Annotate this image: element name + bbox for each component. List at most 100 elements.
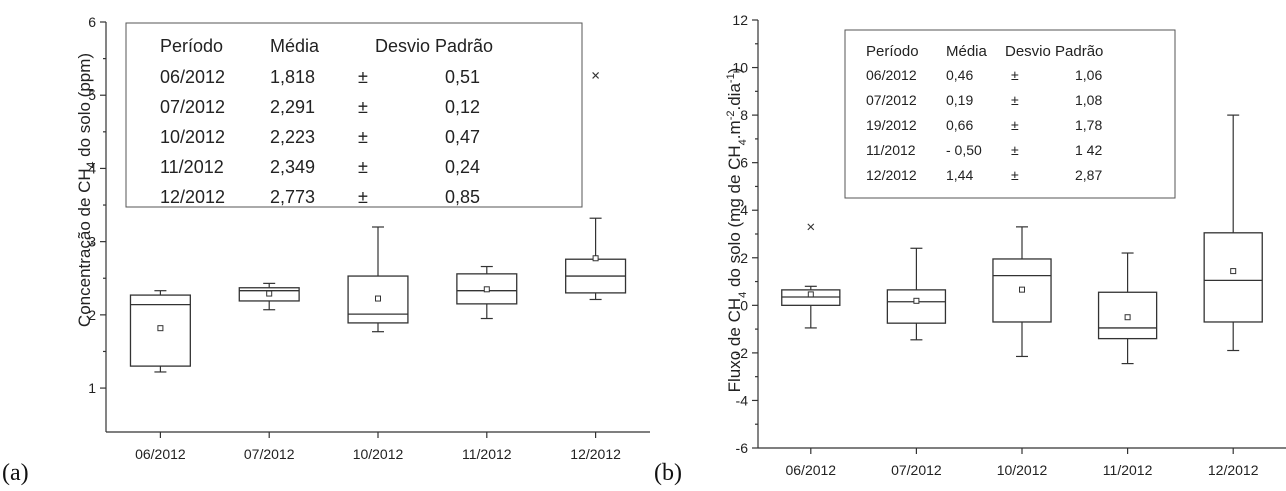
box-plot-12/2012 xyxy=(1203,114,1263,352)
legend-cell: 0,19 xyxy=(946,92,973,108)
x-tick-label: 10/2012 xyxy=(353,446,404,462)
iqr-box xyxy=(886,289,947,324)
legend-cell: ± xyxy=(358,157,368,177)
mean-marker xyxy=(375,295,381,302)
legend-cell: ± xyxy=(358,187,368,207)
legend-cell: 0,47 xyxy=(445,127,480,147)
legend-cell: 2,87 xyxy=(1075,167,1102,183)
y-tick-label: 4 xyxy=(740,202,748,218)
legend-header: Desvio Padrão xyxy=(375,36,493,56)
panel-tag-a: (a) xyxy=(2,460,29,486)
chart-panel-a: (a) Concentração de CH4 do solo (ppm) 12… xyxy=(2,14,650,486)
legend-cell: 1,06 xyxy=(1075,67,1102,83)
plot-area-a: 1 2 3 4 5 6 06/2012 07/2012 10/2012 11/2012 12/201… xyxy=(88,14,650,462)
x-tick-label: 11/2012 xyxy=(1103,462,1153,478)
box-plot-06/2012 xyxy=(781,223,841,329)
mean-marker xyxy=(807,291,814,298)
legend-cell: 1,08 xyxy=(1075,92,1102,108)
legend-cell: ± xyxy=(358,97,368,117)
legend-cell: 07/2012 xyxy=(160,97,225,117)
y-tick-label: -6 xyxy=(736,440,749,456)
y-tick-label: 3 xyxy=(88,234,96,250)
legend-cell: 0,24 xyxy=(445,157,480,177)
legend-cell: 12/2012 xyxy=(866,167,917,183)
y-tick-label: 12 xyxy=(732,12,748,28)
box-plot-11/2012 xyxy=(456,265,518,320)
legend-cell: 12/2012 xyxy=(160,187,225,207)
legend-cell: ± xyxy=(358,127,368,147)
y-tick-label: 6 xyxy=(88,14,96,30)
legend-cell: ± xyxy=(1011,167,1019,183)
box-plot-12/2012 xyxy=(565,72,627,301)
legend-cell: 07/2012 xyxy=(866,92,917,108)
legend-a: Período Média Desvio Padrão 06/2012 1,818 ±0,… xyxy=(125,22,583,208)
mean-marker xyxy=(592,255,599,262)
legend-header: Período xyxy=(160,36,223,56)
iqr-box xyxy=(1203,232,1263,323)
legend-b: Período Média Desvio Padrão 06/2012 0,46 ±1,0… xyxy=(844,29,1176,199)
legend-cell: 1 42 xyxy=(1075,142,1102,158)
y-tick-label: 5 xyxy=(88,87,96,103)
legend-header: Período xyxy=(866,43,919,60)
legend-header: Desvio Padrão xyxy=(1005,43,1103,60)
x-tick-label: 10/2012 xyxy=(997,462,1048,478)
legend-cell: ± xyxy=(1011,92,1019,108)
y-tick-label: 2 xyxy=(740,250,748,266)
y-tick-label: -2 xyxy=(736,345,749,361)
mean-marker xyxy=(913,297,920,304)
y-tick-label: 10 xyxy=(732,60,748,76)
legend-cell: 2,291 xyxy=(270,97,315,117)
legend-cell: 0,51 xyxy=(445,67,480,87)
legend-frame xyxy=(844,29,1176,199)
y-tick-label: 2 xyxy=(88,307,96,323)
mean-marker xyxy=(1230,268,1237,275)
y-tick-label: -4 xyxy=(736,392,749,408)
legend-cell: ± xyxy=(1011,117,1019,133)
x-tick-label: 07/2012 xyxy=(244,446,295,462)
legend-cell: 11/2012 xyxy=(866,142,916,158)
legend-frame xyxy=(125,22,583,208)
legend-cell: 19/2012 xyxy=(866,117,917,133)
box-plot-06/2012 xyxy=(129,290,191,373)
legend-cell: 11/2012 xyxy=(160,157,224,177)
box-plot-10/2012 xyxy=(347,226,409,333)
x-tick-label: 07/2012 xyxy=(891,462,942,478)
y-tick-label: 0 xyxy=(740,297,748,313)
mean-marker xyxy=(157,325,164,332)
mean-marker xyxy=(1124,314,1131,321)
x-tick-label: 06/2012 xyxy=(135,446,186,462)
legend-cell: ± xyxy=(358,67,368,87)
x-tick-label: 12/2012 xyxy=(570,446,621,462)
legend-cell: 2,349 xyxy=(270,157,315,177)
mean-marker xyxy=(483,286,490,293)
box-plot-11/2012 xyxy=(1097,252,1158,365)
y-tick-label: 6 xyxy=(740,155,748,171)
legend-cell: 2,223 xyxy=(270,127,315,147)
x-tick-label: 11/2012 xyxy=(462,446,512,462)
outlier-marker xyxy=(807,223,815,231)
x-tick-label: 06/2012 xyxy=(785,462,836,478)
legend-cell: ± xyxy=(1011,142,1019,158)
legend-header: Média xyxy=(270,36,320,56)
mean-marker xyxy=(266,290,273,297)
legend-cell: 1,78 xyxy=(1075,117,1102,133)
box-plot-07/2012 xyxy=(886,247,947,341)
legend-cell: - 0,50 xyxy=(946,142,982,158)
legend-cell: 0,46 xyxy=(946,67,973,83)
legend-cell: 06/2012 xyxy=(160,67,225,87)
legend-cell: 2,773 xyxy=(270,187,315,207)
y-axis-title-b: Fluxo de CH4 do solo (mg de CH4.m-2.dia-… xyxy=(725,68,749,393)
legend-cell: 06/2012 xyxy=(866,67,917,83)
outlier-marker xyxy=(592,72,599,79)
chart-panel-b: (b) Fluxo de CH4 do solo (mg de CH4.m-2.… xyxy=(654,12,1286,486)
box-plot-07/2012 xyxy=(238,282,300,311)
panel-tag-b: (b) xyxy=(654,460,682,486)
box-plot-10/2012 xyxy=(992,226,1052,358)
plot-area-b: -6 -4 -2 0 2 4 6 8 10 12 06/2012 07/2012 10/2012 11/2… xyxy=(732,12,1286,478)
y-axis-title-a: Concentração de CH4 do solo (ppm) xyxy=(75,53,98,327)
y-tick-label: 4 xyxy=(88,160,96,176)
legend-cell: 1,818 xyxy=(270,67,315,87)
y-tick-label: 8 xyxy=(740,107,748,123)
legend-cell: 10/2012 xyxy=(160,127,225,147)
